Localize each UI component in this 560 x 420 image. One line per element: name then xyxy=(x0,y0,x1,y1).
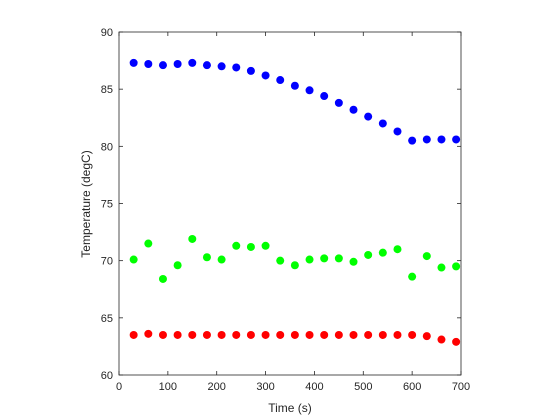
data-point-series-2 xyxy=(290,261,299,270)
data-point-series-3 xyxy=(276,330,285,339)
data-point-series-3 xyxy=(452,337,461,346)
data-point-series-2 xyxy=(452,262,461,271)
data-point-series-3 xyxy=(437,335,446,344)
data-point-series-3 xyxy=(378,330,387,339)
data-point-series-2 xyxy=(349,257,358,266)
data-point-series-1 xyxy=(349,105,358,114)
data-point-series-3 xyxy=(334,330,343,339)
data-point-series-1 xyxy=(408,136,417,145)
data-point-series-2 xyxy=(334,254,343,263)
data-point-series-1 xyxy=(246,66,255,75)
data-point-series-2 xyxy=(408,272,417,281)
data-point-series-1 xyxy=(261,71,270,80)
data-points xyxy=(129,58,461,346)
data-point-series-2 xyxy=(305,255,314,264)
data-point-series-1 xyxy=(158,61,167,70)
x-tick-label: 0 xyxy=(116,381,122,393)
data-point-series-1 xyxy=(452,135,461,144)
data-point-series-3 xyxy=(305,330,314,339)
data-point-series-2 xyxy=(246,242,255,251)
data-point-series-3 xyxy=(349,330,358,339)
data-point-series-2 xyxy=(437,263,446,272)
data-point-series-2 xyxy=(188,234,197,243)
data-point-series-1 xyxy=(173,60,182,69)
data-point-series-3 xyxy=(232,330,241,339)
data-point-series-1 xyxy=(378,119,387,128)
data-point-series-3 xyxy=(422,332,431,341)
x-tick-label: 100 xyxy=(159,381,177,393)
data-point-series-3 xyxy=(217,330,226,339)
data-point-series-1 xyxy=(217,62,226,71)
data-point-series-1 xyxy=(437,135,446,144)
data-point-series-1 xyxy=(129,58,138,67)
data-point-series-3 xyxy=(320,330,329,339)
data-point-series-1 xyxy=(422,135,431,144)
data-point-series-3 xyxy=(261,330,270,339)
data-point-series-2 xyxy=(320,254,329,263)
data-point-series-3 xyxy=(173,330,182,339)
data-point-series-2 xyxy=(202,253,211,262)
x-axis-label: Time (s) xyxy=(268,401,312,415)
data-point-series-2 xyxy=(378,248,387,257)
x-tick-label: 600 xyxy=(403,381,421,393)
data-point-series-1 xyxy=(202,61,211,70)
data-point-series-2 xyxy=(144,239,153,248)
x-tick-label: 200 xyxy=(208,381,226,393)
data-point-series-3 xyxy=(290,330,299,339)
data-point-series-1 xyxy=(144,60,153,69)
y-tick-label: 70 xyxy=(101,256,113,268)
data-point-series-1 xyxy=(232,63,241,72)
data-point-series-2 xyxy=(393,245,402,254)
x-tick-label: 400 xyxy=(305,381,323,393)
data-point-series-3 xyxy=(393,330,402,339)
y-tick-label: 60 xyxy=(101,370,113,382)
data-point-series-2 xyxy=(261,241,270,250)
data-point-series-2 xyxy=(232,241,241,250)
data-point-series-1 xyxy=(393,127,402,136)
data-point-series-3 xyxy=(158,330,167,339)
x-tick-label: 500 xyxy=(354,381,372,393)
y-tick-label: 85 xyxy=(101,84,113,96)
data-point-series-2 xyxy=(422,252,431,261)
data-point-series-2 xyxy=(364,250,373,259)
data-point-series-2 xyxy=(173,261,182,270)
data-point-series-2 xyxy=(217,255,226,264)
y-tick-label: 80 xyxy=(101,141,113,153)
y-axis-label: Temperature (degC) xyxy=(79,150,93,257)
data-point-series-1 xyxy=(364,112,373,121)
data-point-series-2 xyxy=(158,274,167,283)
data-point-series-1 xyxy=(305,86,314,95)
data-point-series-3 xyxy=(188,330,197,339)
data-point-series-3 xyxy=(144,329,153,338)
x-tick-label: 300 xyxy=(256,381,274,393)
y-tick-label: 90 xyxy=(101,27,113,39)
data-point-series-1 xyxy=(276,76,285,85)
y-tick-label: 75 xyxy=(101,199,113,211)
plot-area xyxy=(118,31,462,376)
data-point-series-2 xyxy=(276,256,285,265)
data-point-series-3 xyxy=(129,330,138,339)
data-point-series-3 xyxy=(408,330,417,339)
data-point-series-1 xyxy=(334,98,343,107)
axis-ticks: 0 100 200 300 400 500 600 700 60 65 70 75 80 85 90 xyxy=(101,27,470,393)
data-point-series-3 xyxy=(246,330,255,339)
data-point-series-1 xyxy=(320,92,329,101)
x-tick-label: 700 xyxy=(452,381,470,393)
data-point-series-1 xyxy=(188,58,197,67)
y-tick-label: 65 xyxy=(101,313,113,325)
data-point-series-1 xyxy=(290,81,299,90)
data-point-series-3 xyxy=(202,330,211,339)
data-point-series-2 xyxy=(129,255,138,264)
data-point-series-3 xyxy=(364,330,373,339)
